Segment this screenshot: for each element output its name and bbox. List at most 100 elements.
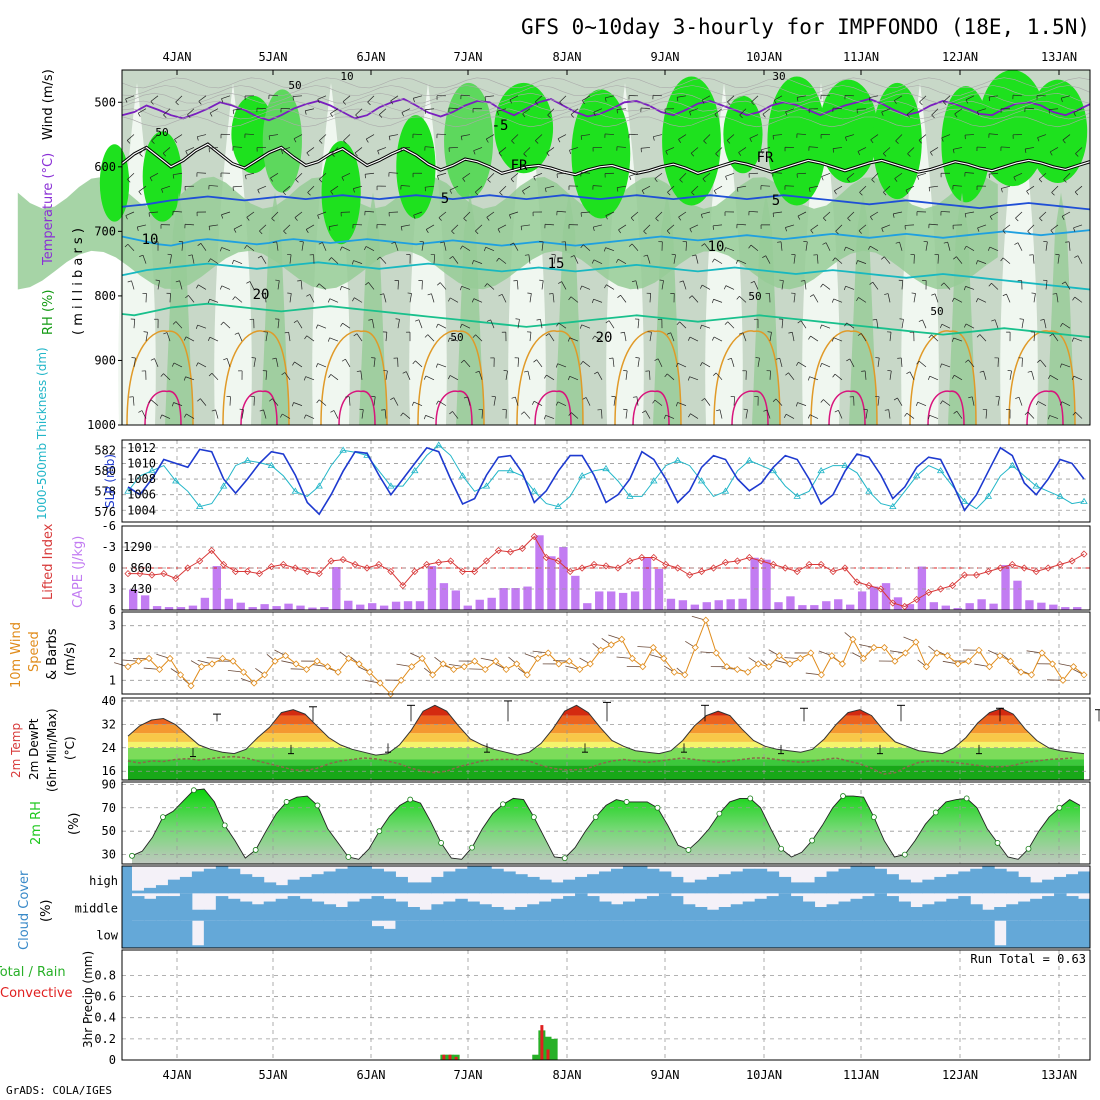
wind-barb	[691, 185, 699, 193]
wind10m-marker-78	[943, 652, 951, 660]
wind-barb	[751, 95, 759, 103]
cape-bar-22	[391, 601, 401, 610]
wind-barb	[284, 372, 291, 381]
wind-barb	[196, 172, 207, 174]
wind-barb	[810, 224, 819, 231]
wind-barb-flag	[807, 376, 810, 381]
li-marker-32	[506, 548, 514, 556]
wind-barb-flag	[884, 409, 889, 411]
wind-barb	[437, 323, 447, 329]
wind10m-marker-6	[187, 682, 195, 690]
cloud-cell-0-79	[1078, 871, 1091, 894]
precip-tick-2: 0.4	[94, 1011, 116, 1025]
wind-barb	[198, 95, 207, 102]
wind-barb	[478, 371, 483, 380]
cloud-cell-1-22	[395, 901, 408, 921]
wind-barb	[1031, 371, 1035, 380]
wind-barb	[210, 258, 219, 264]
wind-barb	[773, 134, 783, 136]
wind-barb-flag	[340, 322, 343, 327]
rh2m-tick-50: 50	[102, 824, 116, 838]
cloud-cell-2-0	[132, 920, 145, 948]
wind-barb-flag	[796, 97, 799, 102]
li-marker-30	[482, 557, 491, 565]
wind-barb-flag	[629, 176, 632, 181]
wind10m-marker-67	[828, 652, 836, 660]
wind-barb	[277, 280, 280, 290]
wind-barb	[438, 211, 447, 218]
rh-contour-top-1	[121, 85, 1091, 96]
wind-barb-flag	[1024, 148, 1027, 153]
wind-barb-flag	[755, 357, 760, 359]
hot-contour-1	[240, 390, 278, 426]
wind-barb	[533, 172, 543, 178]
wind-barb-flag	[568, 412, 572, 416]
cloud-cell-1-48	[706, 909, 720, 921]
wind-barb-flag	[1027, 370, 1032, 373]
wind-barb-flag	[150, 358, 155, 361]
cloud-cell-0-70	[970, 868, 983, 894]
wind-barb	[366, 134, 375, 140]
wind-barb-flag	[687, 376, 690, 381]
cloud-cell-0-56	[802, 882, 816, 894]
wind-barb	[665, 147, 675, 152]
wind-barb	[821, 172, 831, 177]
cloud-cell-1-41	[622, 901, 636, 921]
wind-barb	[1056, 293, 1059, 303]
li-marker-62	[865, 581, 873, 590]
wind-barb	[125, 211, 135, 216]
wind-barb-flag	[767, 331, 772, 333]
wind-barb-flag	[628, 243, 633, 247]
wind-barb	[132, 396, 135, 406]
li-marker-36	[554, 557, 562, 565]
wind-barb-flag	[330, 410, 335, 413]
contour-label-13: 30	[772, 70, 785, 83]
rh-contour-top-5	[121, 116, 1091, 128]
wind-barb-flag	[425, 229, 429, 234]
wind-barb-flag	[1049, 333, 1054, 337]
wind-barb	[535, 134, 543, 141]
wind-barb-flag	[472, 334, 476, 338]
wind-barb-flag	[1027, 231, 1031, 235]
wind-barb	[517, 319, 520, 329]
wind-barb	[977, 260, 987, 264]
li-marker-75	[1020, 564, 1028, 572]
cape-bar-65	[905, 604, 915, 610]
wind-barb-flag	[832, 257, 836, 262]
cape-bar-21	[379, 605, 389, 610]
rh-contour-top-4	[121, 108, 1091, 120]
wind-barb	[1062, 322, 1071, 329]
wind-barb-flag	[535, 101, 539, 105]
li-marker-41	[614, 564, 622, 572]
li-marker-40	[602, 562, 610, 570]
wind-barb-flag	[171, 402, 174, 407]
wind-barb	[501, 294, 507, 303]
wind-barb	[402, 412, 411, 419]
slp-frame	[121, 439, 1091, 523]
wind-barb	[979, 334, 987, 342]
wind-barb	[249, 281, 255, 290]
wind-barb-flag	[551, 253, 556, 256]
cloud-cell-0-25	[431, 876, 444, 894]
wind-barb-flag	[1063, 179, 1067, 183]
precip-ylabel-conv: Convective	[0, 986, 73, 1001]
li-marker-64	[889, 599, 897, 607]
wind10m-marker-64	[796, 654, 804, 663]
wind-barb-flag	[1062, 139, 1066, 144]
slp-tick-1004: 1004	[127, 503, 156, 517]
wind-barb	[365, 246, 375, 252]
temp-bands	[128, 705, 1084, 780]
wind10m-marker-83	[996, 652, 1004, 660]
cloud-cell-2-10	[251, 920, 265, 948]
wind-barb-flag	[183, 336, 187, 341]
wind-barb-flag	[1049, 151, 1053, 156]
li-tick-1: -3	[102, 540, 116, 554]
cloud-cell-0-4	[179, 876, 193, 894]
wind10m-marker-77	[933, 649, 941, 657]
wind-barb-flag	[652, 399, 656, 404]
thickness-marker	[578, 472, 586, 479]
wind-barb	[485, 95, 495, 98]
wind-barb	[991, 283, 999, 290]
cloud-cell-0-55	[790, 882, 804, 894]
